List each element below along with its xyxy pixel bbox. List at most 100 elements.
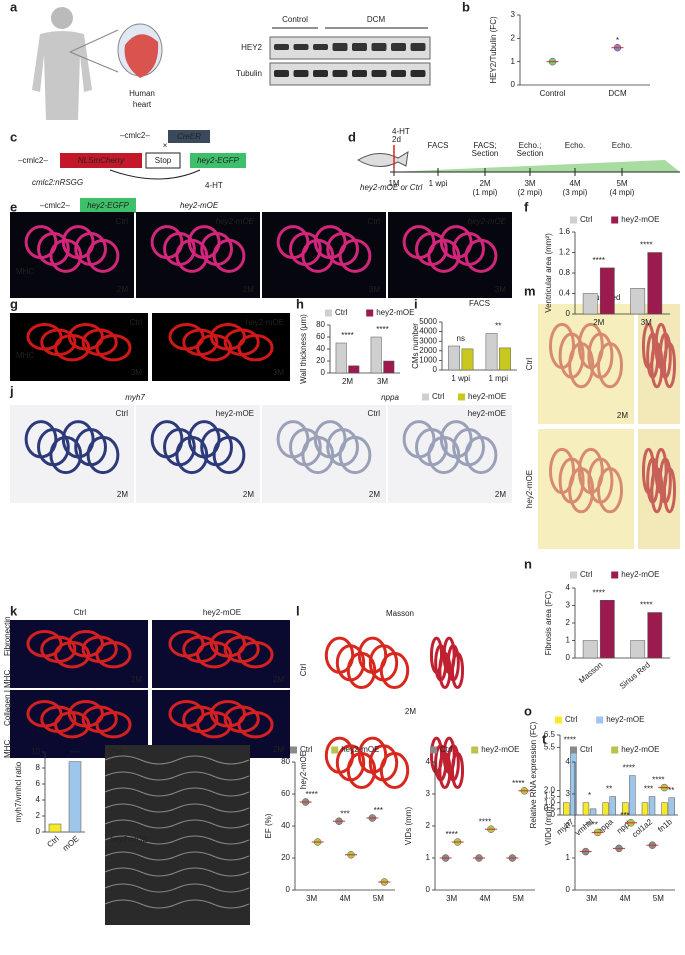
y-tick-label: 0.5 (544, 804, 556, 813)
panel-letter: g (10, 296, 18, 311)
x-tick-label: 4M (479, 894, 490, 903)
y-tick-label: 60 (281, 789, 290, 798)
legend-label: Ctrl (565, 715, 578, 724)
y-tick-label: 3 (566, 601, 571, 610)
echo-trace (104, 803, 250, 813)
echo-trace (104, 755, 250, 765)
y-tick-label: 0 (36, 827, 41, 836)
bar (602, 802, 609, 816)
y-axis-label: VIDd (mm) (544, 806, 553, 845)
ish-image-tissue (212, 435, 246, 475)
y-tick-label: 10 (31, 747, 40, 756)
x-tick-label: 1 wpi (451, 374, 470, 383)
y-tick-label: 80 (281, 757, 290, 766)
bar (370, 336, 382, 374)
label: Ctrl (130, 318, 143, 327)
y-tick-label: 1.2 (559, 248, 571, 257)
label: heart (133, 100, 152, 109)
legend-label: hey2-mOE (468, 392, 506, 401)
legend-label: Ctrl (432, 392, 445, 401)
section-image-tissue (301, 238, 335, 273)
label: 3M (524, 179, 535, 188)
label: hey2-mOE (216, 217, 255, 226)
significance: **** (593, 256, 605, 265)
section-image-tissue (212, 238, 246, 273)
label: MHC (16, 351, 34, 360)
panel-letter: f (524, 199, 529, 214)
x-tick-label: 5M (513, 894, 524, 903)
y-tick-label: 4000 (419, 327, 437, 336)
section-image-tissue (175, 238, 209, 273)
blot-band (313, 44, 328, 50)
label: Ctrl (74, 608, 87, 617)
label: hey2-EGFP (197, 156, 239, 165)
significance: **** (662, 786, 674, 795)
x-tick-label: mOE (61, 834, 81, 853)
bar (348, 365, 360, 374)
blot-band (332, 43, 348, 51)
label: hey2-EGFP (87, 201, 129, 210)
y-tick-label: 1.0 (544, 798, 556, 807)
legend-swatch (570, 746, 577, 754)
label: –cmlc2– (120, 131, 150, 140)
y-tick-label: 5000 (419, 317, 437, 326)
y-tick-label: 2.0 (544, 785, 556, 794)
ish-image-tissue (86, 435, 120, 475)
significance: **** (585, 821, 597, 830)
x-tick-label: 2M (342, 377, 353, 386)
bar (630, 640, 646, 659)
western-blot (269, 27, 431, 86)
construct-diagram (60, 130, 246, 213)
y-tick-label: 1.6 (559, 227, 571, 236)
echo-trace (104, 899, 250, 909)
echo-trace (104, 771, 250, 781)
y-tick-label: 4 (566, 583, 571, 592)
label: MHC (3, 740, 12, 758)
bar (641, 802, 649, 816)
y-tick-label: 0 (321, 368, 326, 377)
label: hey2-mOE (468, 217, 507, 226)
panel-letter: d (348, 129, 356, 144)
x-tick-label: 1 mpi (488, 374, 508, 383)
bar (582, 293, 598, 315)
label: Control (282, 15, 308, 24)
label: 2M (243, 285, 254, 294)
y-tick-label: 8 (36, 763, 41, 772)
label: Ctrl (110, 748, 123, 757)
x-tick-label: 3M (641, 318, 652, 327)
y-tick-label: 0 (551, 810, 556, 819)
label: Echo. (612, 141, 632, 150)
significance: *** (374, 806, 383, 815)
panel-letter: l (296, 603, 300, 618)
label: Collagen I (3, 690, 12, 726)
significance: **** (445, 830, 457, 839)
legend-swatch (471, 746, 479, 754)
significance: ** (495, 322, 501, 331)
bar (563, 802, 570, 816)
y-tick-label: 0 (511, 80, 516, 89)
label: (4 mpi) (610, 188, 635, 197)
legend-label: hey2-mOE (621, 570, 659, 579)
bar (582, 802, 590, 816)
label: 1 wpi (429, 179, 448, 188)
label: FACS (428, 141, 449, 150)
y-tick-label: 40 (281, 821, 290, 830)
legend-swatch (430, 746, 437, 754)
y-tick-label: 1000 (419, 356, 437, 365)
significance: * (616, 36, 619, 45)
x-tick-label: 3M (377, 377, 388, 386)
y-axis-label: HEY2/Tubulin (FC) (489, 16, 498, 84)
legend-swatch (290, 746, 297, 754)
y-tick-label: 0 (566, 309, 571, 318)
y-tick-label: 0.8 (559, 268, 571, 277)
bar (68, 761, 82, 833)
y-tick-label: 2 (511, 33, 516, 42)
bar (589, 808, 597, 816)
y-tick-label: 1 (511, 57, 516, 66)
significance: **** (640, 241, 652, 250)
bar (448, 345, 460, 371)
sirius-image-tissue (596, 342, 624, 389)
label: 2M (273, 745, 284, 754)
legend-swatch (422, 393, 429, 401)
sirius-image-tissue (568, 342, 595, 389)
